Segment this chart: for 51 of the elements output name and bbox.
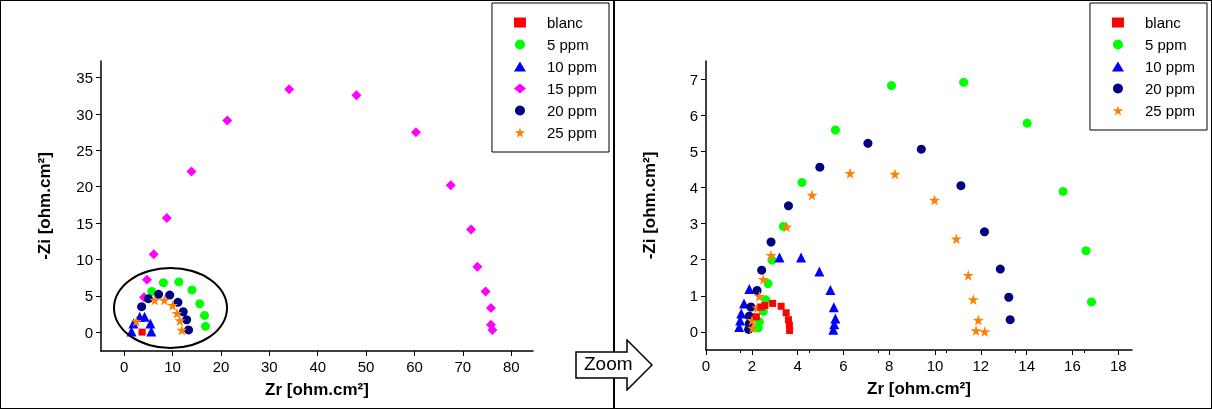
y-tick-label: 2 [689, 251, 698, 269]
x-tick-label: 50 [357, 358, 375, 375]
y-tick-label: 30 [76, 105, 93, 123]
x-tick-label: 10 [926, 357, 944, 374]
legend-label: blanc [1144, 14, 1182, 31]
legend-label: 10 ppm [546, 58, 598, 75]
legend-label: 5 ppm [1144, 36, 1187, 53]
x-tick-label: 14 [1018, 357, 1035, 374]
y-tick-label: 5 [84, 287, 93, 305]
legend-label: 20 ppm [1144, 80, 1196, 97]
y-tick-label: 25 [76, 141, 93, 159]
x-tick-label: 4 [793, 357, 802, 374]
y-tick-label: 1 [689, 287, 698, 305]
y-tick-label: 0 [84, 323, 93, 341]
x-tick-label: 80 [502, 358, 520, 375]
x-tick-label: 0 [120, 358, 129, 375]
y-axis-title: -Zi [ohm.cm²] [640, 151, 659, 260]
legend-label: 20 ppm [546, 102, 598, 119]
x-tick-label: 10 [164, 358, 181, 375]
x-tick-label: 6 [839, 357, 848, 374]
x-tick-label: 60 [406, 358, 423, 375]
y-tick-label: 5 [689, 142, 698, 160]
y-tick-label: 20 [76, 178, 93, 196]
legend-label: 10 ppm [1144, 58, 1196, 75]
x-tick-label: 70 [454, 358, 472, 375]
y-tick-label: 0 [689, 323, 698, 341]
x-tick-label: 8 [885, 357, 894, 374]
y-tick-label: 4 [689, 178, 698, 196]
legend-label: blanc [546, 14, 584, 31]
x-tick-label: 40 [309, 358, 327, 375]
legend-label: 5 ppm [546, 36, 589, 53]
y-axis-title: -Zi [ohm.cm²] [35, 152, 54, 260]
x-tick-label: 0 [701, 357, 711, 374]
legend-label: 15 ppm [546, 80, 598, 97]
y-tick-label: 3 [689, 215, 698, 233]
x-axis-title: Zr [ohm.cm²] [265, 380, 369, 399]
x-axis-title: Zr [ohm.cm²] [867, 379, 971, 398]
y-tick-label: 7 [689, 70, 698, 88]
y-tick-label: 6 [689, 106, 698, 124]
text: Zoom [584, 353, 633, 375]
x-tick-label: 16 [1064, 357, 1081, 374]
legend-label: 25 ppm [546, 124, 598, 141]
x-tick-label: 30 [261, 358, 278, 375]
x-tick-label: 20 [212, 358, 230, 375]
x-tick-label: 2 [747, 357, 756, 374]
x-tick-label: 18 [1109, 357, 1127, 374]
x-tick-label: 12 [972, 357, 990, 374]
y-tick-label: 35 [76, 69, 93, 87]
y-tick-label: 10 [76, 250, 93, 268]
y-tick-label: 15 [76, 214, 93, 232]
legend-label: 25 ppm [1144, 102, 1196, 119]
